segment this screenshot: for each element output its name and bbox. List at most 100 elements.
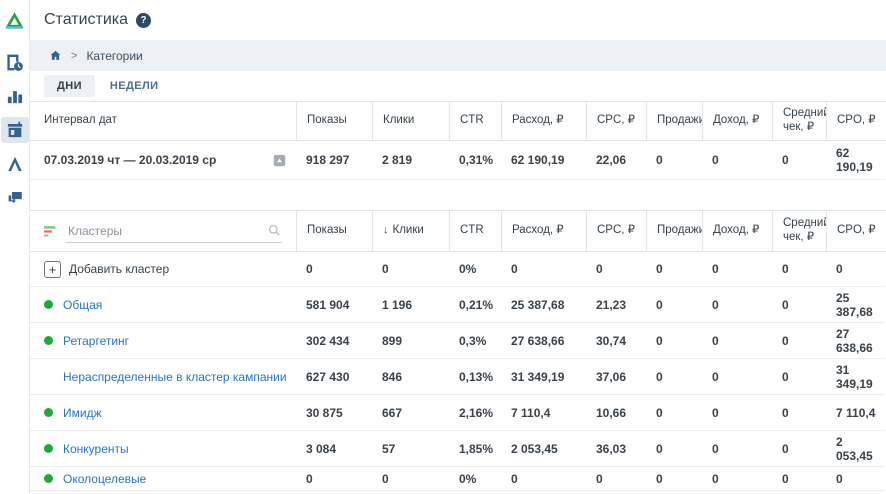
column-header[interactable]: Доход, ₽: [702, 102, 772, 140]
column-header[interactable]: Средний чек, ₽: [772, 102, 826, 140]
column-header[interactable]: Продажи: [646, 211, 702, 251]
tab-weeks[interactable]: НЕДЕЛИ: [109, 80, 159, 92]
cluster-name-cell: Конкуренты: [30, 431, 296, 467]
column-header[interactable]: Доход, ₽: [702, 211, 772, 251]
tab-days[interactable]: ДНИ: [44, 75, 95, 97]
cluster-link[interactable]: Нераспределенные в кластер кампании: [63, 369, 287, 384]
cell-revenue: 0: [702, 359, 772, 395]
column-header[interactable]: Средний чек, ₽: [772, 211, 826, 251]
sidebar-item-reports[interactable]: [1, 49, 29, 75]
cell-cost: 62 190,19: [501, 141, 586, 180]
cluster-status-dot: [44, 474, 53, 483]
search-icon[interactable]: [267, 223, 282, 238]
cluster-name-cell: Нераспределенные в кластер кампании: [30, 359, 296, 395]
date-range: 07.03.2019 чт — 20.03.2019 ср: [44, 153, 217, 167]
date-interval-cell[interactable]: 07.03.2019 чт — 20.03.2019 ср: [30, 141, 296, 180]
cell-ctr: 1,85%: [449, 431, 501, 467]
cell-cost: 0: [501, 252, 586, 287]
cell-avg-check: 0: [772, 467, 826, 491]
cluster-name-cell: Околоцелевые: [30, 467, 296, 491]
cell-impressions: 3 084: [296, 431, 372, 467]
page-title: Статистика: [44, 11, 129, 28]
cell-impressions: 0: [296, 467, 372, 491]
cluster-search-input[interactable]: [66, 222, 267, 239]
sidebar-item-statistics[interactable]: [1, 83, 29, 109]
cell-avg-check: 0: [772, 252, 826, 287]
cell-cpo: 2 053,45: [826, 431, 885, 467]
cell-avg-check: 0: [772, 323, 826, 359]
storefront-icon: [6, 121, 24, 139]
cell-sales: 0: [646, 431, 702, 467]
cell-revenue: 0: [702, 323, 772, 359]
app-logo[interactable]: [1, 7, 29, 33]
sidebar-item-funnels[interactable]: [1, 151, 29, 177]
column-header[interactable]: CPC, ₽: [586, 102, 646, 140]
column-header-label: Клики: [392, 224, 424, 237]
column-header-sorted[interactable]: ↓ Клики: [372, 211, 449, 251]
period-tabs: ДНИ НЕДЕЛИ: [30, 71, 886, 101]
cluster-name-cell: Ретаргетинг: [30, 323, 296, 359]
clusters-search-cell: [30, 211, 296, 251]
breadcrumb-separator: >: [71, 49, 78, 62]
cell-revenue: 0: [702, 287, 772, 323]
summary-row: 07.03.2019 чт — 20.03.2019 ср 918 297 2 …: [30, 141, 886, 180]
cell-cpo: 31 349,19: [826, 359, 885, 395]
cell-impressions: 627 430: [296, 359, 372, 395]
column-header[interactable]: Показы: [296, 102, 372, 140]
cluster-status-dot: [44, 336, 53, 345]
cell-cpc: 0: [586, 467, 646, 491]
column-header[interactable]: Показы: [296, 211, 372, 251]
cell-ctr: 0%: [449, 467, 501, 491]
cluster-link[interactable]: Ретаргетинг: [63, 333, 130, 348]
cell-sales: 0: [646, 359, 702, 395]
column-header[interactable]: Клики: [372, 102, 449, 140]
cell-sales: 0: [646, 395, 702, 431]
cell-cost: 2 053,45: [501, 431, 586, 467]
sidebar-item-categories[interactable]: [0, 117, 29, 143]
cell-avg-check: 0: [772, 431, 826, 467]
sidebar-item-messages[interactable]: [1, 185, 29, 211]
cell-cpc: 0: [586, 252, 646, 287]
cell-revenue: 0: [702, 141, 772, 180]
cell-cpc: 30,74: [586, 323, 646, 359]
cell-ctr: 0%: [449, 252, 501, 287]
bar-chart-icon: [6, 87, 24, 105]
home-icon[interactable]: [49, 49, 62, 62]
cluster-link[interactable]: Имидж: [63, 405, 102, 420]
chat-bubbles-icon: [6, 189, 24, 207]
column-header[interactable]: CTR: [449, 211, 501, 251]
cluster-row: Конкуренты 3 084 57 1,85% 2 053,45 36,03…: [30, 431, 886, 467]
date-picker-icon[interactable]: [273, 154, 286, 167]
cell-sales: 0: [646, 467, 702, 491]
cluster-row: Околоцелевые 0 0 0% 0 0 0 0 0 0: [30, 467, 886, 491]
column-header[interactable]: CPC, ₽: [586, 211, 646, 251]
cluster-link[interactable]: Общая: [63, 297, 103, 312]
cell-cpo: 0: [826, 467, 885, 491]
column-header[interactable]: Расход, ₽: [501, 211, 586, 251]
cell-cpc: 10,66: [586, 395, 646, 431]
mountain-peak-icon: [6, 155, 24, 173]
clusters-table-header: Показы ↓ Клики CTR Расход, ₽ CPC, ₽ Прод…: [30, 210, 886, 252]
cell-sales: 0: [646, 323, 702, 359]
cell-revenue: 0: [702, 431, 772, 467]
column-header[interactable]: CPO, ₽: [826, 102, 885, 140]
cell-avg-check: 0: [772, 395, 826, 431]
cluster-link[interactable]: Околоцелевые: [63, 471, 147, 486]
column-header[interactable]: Продажи: [646, 102, 702, 140]
mountain-logo-icon: [4, 10, 25, 31]
cluster-link[interactable]: Конкуренты: [63, 441, 129, 456]
column-header[interactable]: Расход, ₽: [501, 102, 586, 140]
help-icon[interactable]: ?: [136, 12, 152, 28]
cell-clicks: 0: [372, 252, 449, 287]
cell-ctr: 0,21%: [449, 287, 501, 323]
summary-table-header: Интервал дат Показы Клики CTR Расход, ₽ …: [30, 101, 886, 141]
sort-filter-icon[interactable]: [44, 225, 58, 238]
cell-cpo: 25 387,68: [826, 287, 885, 323]
cluster-rows: Общая 581 904 1 196 0,21% 25 387,68 21,2…: [30, 287, 886, 491]
column-header[interactable]: CPO, ₽: [826, 211, 885, 251]
column-header[interactable]: CTR: [449, 102, 501, 140]
add-cluster-button[interactable]: +: [44, 260, 61, 278]
cell-impressions: 581 904: [296, 287, 372, 323]
cell-avg-check: 0: [772, 141, 826, 180]
page-header: Статистика ?: [30, 0, 886, 40]
